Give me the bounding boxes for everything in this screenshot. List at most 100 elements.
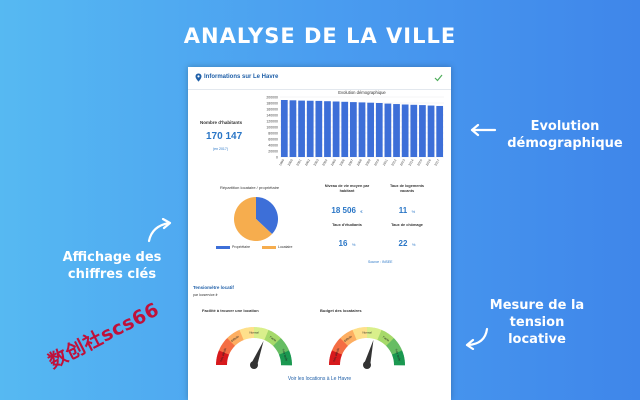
stat-value: 16 [338, 239, 348, 248]
gauge-segment [218, 350, 230, 357]
gauge-label: Facile [269, 335, 278, 343]
view-rentals-link[interactable]: Voir les locations à Le Havre [287, 376, 352, 382]
x-tick-label: 2001 [295, 158, 302, 166]
gauge-segment [218, 347, 230, 355]
legend-swatch-proprietaire [216, 246, 230, 249]
gauge-segment [278, 350, 291, 357]
bar [427, 105, 435, 157]
gauge-segment [336, 339, 347, 349]
gauge-segment [280, 355, 292, 360]
bar [393, 104, 400, 157]
gauge-segment [222, 341, 233, 350]
gauge-label: Très difficile [219, 347, 228, 363]
card-header[interactable]: Informations sur Le Havre [188, 67, 451, 90]
bar [401, 104, 409, 157]
stat-label: Taux de chômage [391, 223, 423, 227]
y-tick-label: 200000 [266, 95, 278, 99]
x-tick-label: 2016 [425, 158, 432, 166]
gauge-segment [387, 339, 398, 349]
gauge-segment [335, 341, 346, 350]
gauge-segment [331, 347, 343, 355]
gauge-segment [219, 345, 231, 354]
gauge-segment [334, 343, 345, 352]
x-tick-label: 2000 [287, 158, 294, 166]
gauge-segment [345, 331, 354, 343]
stat-value: 11 [398, 206, 408, 215]
gauge-segment [227, 336, 237, 346]
gauge-label: Normal [249, 331, 258, 335]
gauge-segment [221, 343, 232, 352]
gauge-segment [264, 329, 272, 341]
gauge-label: Très facile [394, 348, 402, 362]
bar [306, 100, 314, 157]
callout-line: chiffres clés [67, 267, 157, 282]
gauge-segment [340, 336, 350, 346]
gauge-segment [389, 343, 401, 352]
gauge-segment [380, 332, 389, 343]
gauge-segment [391, 350, 404, 357]
gauge-title: Budget des locataires [320, 308, 362, 313]
callout-line: Evolution [530, 119, 600, 134]
gauge-segment [244, 327, 249, 339]
tension-subtitle[interactable]: par locservice.fr [193, 293, 218, 297]
callout-line: démographique [507, 136, 623, 151]
check-icon[interactable] [434, 74, 443, 82]
callout-line: locative [508, 332, 566, 347]
gauge-segment [278, 348, 290, 355]
x-tick-label: 1999 [278, 158, 285, 166]
y-tick-label: 160000 [266, 107, 278, 111]
y-tick-label: 40000 [268, 143, 278, 147]
gauge-segment [279, 352, 291, 359]
arrow-left-icon [470, 123, 497, 137]
bar [436, 105, 444, 157]
gauge-label: Facile [382, 335, 391, 343]
bar [315, 100, 323, 157]
callout-line: Affichage des [62, 250, 162, 265]
gauge-segment [393, 360, 405, 364]
x-tick-label: 2004 [321, 158, 328, 166]
bar [375, 103, 383, 157]
callout-tension: Mesure de la tension locative [462, 297, 612, 348]
x-tick-label: 2014 [408, 158, 415, 166]
pie-slice [234, 197, 273, 241]
gauge-needle [363, 339, 374, 366]
location-pin-icon [195, 73, 202, 82]
pie-slice [256, 197, 278, 235]
gauge-hub [363, 361, 371, 369]
gauge-segment [223, 339, 234, 349]
gauge-segment [277, 346, 289, 354]
gauge-segment [392, 352, 404, 359]
x-tick-label: 2011 [382, 158, 389, 166]
legend-label: Propriétaire [232, 245, 251, 249]
x-tick-label: 2017 [434, 158, 441, 166]
gauge-segment [390, 346, 402, 354]
gauge-segment [225, 337, 236, 348]
gauge-segment [329, 359, 341, 364]
y-tick-label: 20000 [268, 149, 278, 153]
stat-value: 22 [398, 239, 408, 248]
stat-label: Niveau de vie moyen par habitant [324, 184, 370, 193]
gauge-segment [260, 328, 267, 340]
bar [410, 104, 418, 157]
y-tick-label: 140000 [266, 113, 278, 117]
y-tick-label: 120000 [266, 119, 278, 123]
gauge-segment [393, 362, 405, 366]
gauge-segment [378, 330, 387, 342]
x-tick-label: 2013 [399, 158, 406, 166]
gauge-segment [329, 357, 341, 362]
gauge-segment [343, 333, 353, 344]
arrow-curved-icon [465, 327, 489, 350]
stat-value: 18 506 [331, 206, 356, 215]
gauge-segment [331, 350, 343, 357]
gauge-label: Normal [362, 331, 371, 335]
x-tick-label: 2009 [364, 158, 371, 166]
gauge-segment [377, 329, 385, 341]
bar [367, 102, 374, 157]
gauge-segment [332, 345, 344, 354]
callout-chiffres-cles: Affichage des chiffres clés [42, 249, 182, 283]
bar [289, 100, 297, 157]
gauge-segment [375, 329, 382, 341]
legend-label: Locataire [278, 245, 293, 249]
